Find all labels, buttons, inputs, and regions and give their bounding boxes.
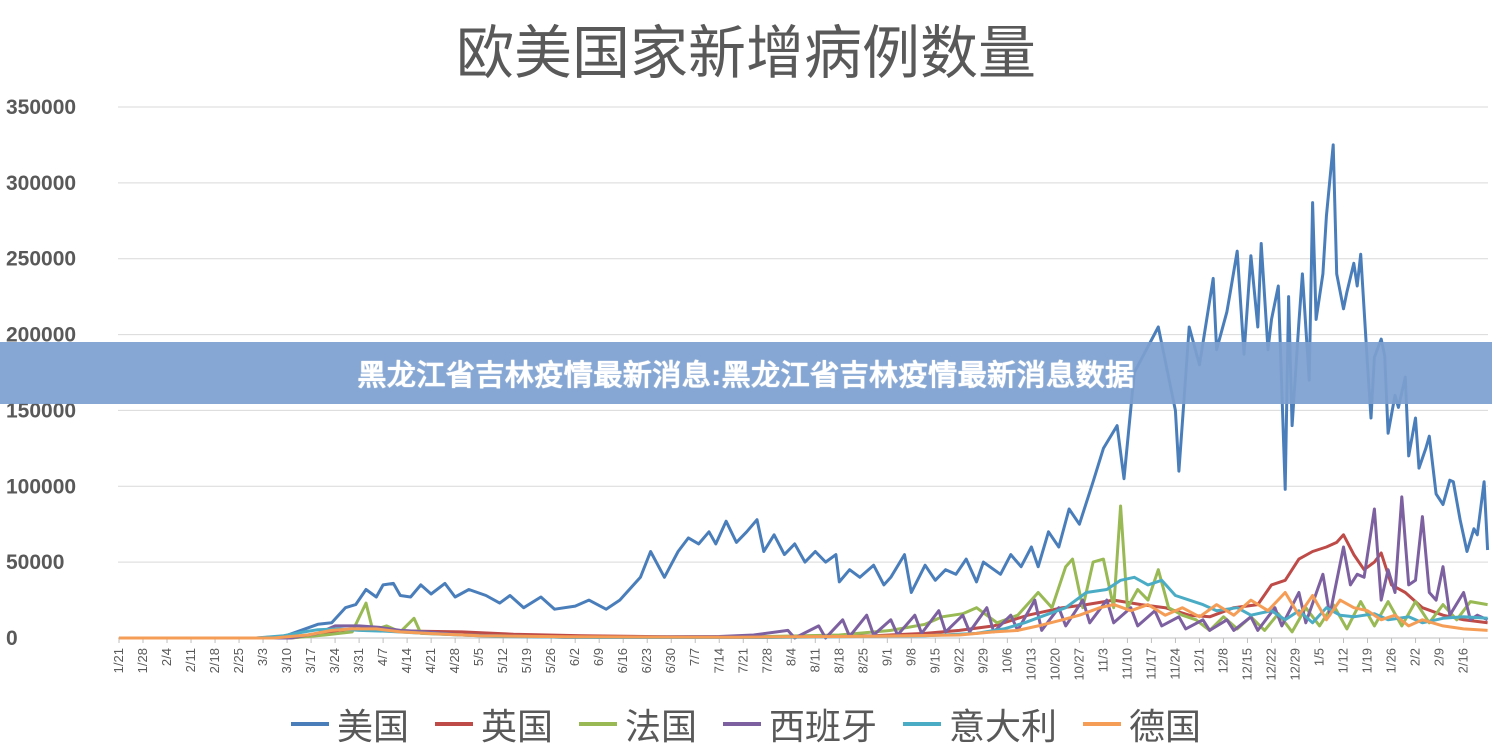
legend-label: 德国 xyxy=(1129,707,1202,748)
x-tick-label: 1/19 xyxy=(1360,648,1375,673)
x-tick-label: 11/10 xyxy=(1119,648,1134,680)
legend-label: 美国 xyxy=(336,707,409,748)
x-tick-label: 2/4 xyxy=(159,648,174,666)
x-tick-label: 4/28 xyxy=(447,648,462,673)
y-tick-label: 100000 xyxy=(6,475,76,498)
x-tick-label: 10/27 xyxy=(1071,648,1086,681)
x-tick-label: 5/19 xyxy=(519,648,534,673)
y-tick-label: 300000 xyxy=(6,172,76,195)
y-tick-label: 200000 xyxy=(6,324,76,347)
y-tick-label: 50000 xyxy=(6,551,64,574)
x-tick-label: 4/7 xyxy=(375,648,390,666)
x-tick-label: 9/1 xyxy=(879,648,894,666)
x-tick-label: 11/17 xyxy=(1143,648,1158,680)
series-line-德国 xyxy=(119,591,1488,640)
x-axis-ticks: 1/21 1/28 2/4 2/11 2/18 2/25 3/3 3/10 3/17 3/24 3/… xyxy=(111,638,1471,681)
legend-item: 美国 xyxy=(290,698,409,750)
x-tick-label: 10/6 xyxy=(999,648,1014,673)
x-tick-label: 1/12 xyxy=(1336,648,1351,673)
legend-item: 西班牙 xyxy=(723,698,877,750)
x-tick-label: 5/5 xyxy=(471,648,486,666)
x-tick-label: 8/25 xyxy=(855,648,870,673)
x-tick-label: 6/2 xyxy=(567,648,582,666)
legend-swatch xyxy=(1083,722,1122,726)
x-tick-label: 11/24 xyxy=(1167,648,1182,680)
x-tick-label: 2/25 xyxy=(231,648,246,673)
y-tick-label: 0 xyxy=(6,627,18,650)
x-tick-label: 10/13 xyxy=(1023,648,1038,681)
x-tick-label: 9/15 xyxy=(927,648,942,673)
x-tick-label: 3/10 xyxy=(279,648,294,673)
legend-swatch xyxy=(290,722,329,726)
x-tick-label: 1/5 xyxy=(1312,648,1327,666)
legend-label: 西班牙 xyxy=(769,707,878,748)
chart-title: 欧美国家新增病例数量 xyxy=(455,19,1036,87)
x-tick-label: 12/15 xyxy=(1239,648,1254,681)
x-tick-label: 9/8 xyxy=(903,648,918,666)
x-tick-label: 5/26 xyxy=(543,648,558,673)
legend-item: 德国 xyxy=(1083,698,1201,750)
x-tick-label: 2/16 xyxy=(1456,648,1471,673)
x-tick-label: 3/17 xyxy=(303,648,318,673)
x-tick-label: 4/14 xyxy=(399,648,414,673)
legend-item: 英国 xyxy=(434,698,553,750)
series-line-意大利 xyxy=(119,575,1488,640)
series-lines xyxy=(119,143,1490,640)
legend-swatch xyxy=(723,722,761,726)
x-tick-label: 4/21 xyxy=(423,648,438,673)
x-tick-label: 2/18 xyxy=(207,648,222,673)
legend-swatch xyxy=(434,722,473,726)
x-tick-label: 7/21 xyxy=(735,648,750,673)
x-tick-label: 2/2 xyxy=(1408,648,1423,666)
legend-label: 意大利 xyxy=(949,707,1058,748)
y-axis-ticks: 0 50000 100000 150000 200000 250000 300000 3500… xyxy=(6,96,76,650)
x-tick-label: 10/20 xyxy=(1047,648,1062,681)
x-tick-label: 12/8 xyxy=(1215,648,1230,673)
legend-item: 意大利 xyxy=(903,698,1057,750)
x-tick-label: 5/12 xyxy=(495,648,510,673)
headline-banner: 黑龙江省吉林疫情最新消息:黑龙江省吉林疫情最新消息数据 xyxy=(0,342,1492,404)
x-tick-label: 7/14 xyxy=(711,648,726,673)
x-tick-label: 3/24 xyxy=(327,648,342,673)
x-tick-label: 1/21 xyxy=(111,648,126,673)
x-tick-label: 7/28 xyxy=(759,648,774,673)
x-tick-label: 1/28 xyxy=(135,648,150,673)
x-tick-label: 12/22 xyxy=(1263,648,1278,681)
x-tick-label: 1/26 xyxy=(1384,648,1399,673)
x-tick-label: 2/11 xyxy=(183,648,198,672)
legend: 美国 英国 法国 西班牙 意大利 德国 xyxy=(0,698,1492,750)
series-line-英国 xyxy=(119,533,1488,640)
legend-label: 英国 xyxy=(480,707,553,748)
x-tick-label: 6/30 xyxy=(663,648,678,673)
x-tick-label: 3/3 xyxy=(255,648,270,666)
y-tick-label: 350000 xyxy=(6,96,76,119)
x-tick-label: 6/9 xyxy=(591,648,606,666)
x-tick-label: 6/23 xyxy=(639,648,654,673)
x-tick-label: 6/16 xyxy=(615,648,630,673)
x-tick-label: 12/1 xyxy=(1191,648,1206,673)
y-tick-label: 250000 xyxy=(6,248,76,271)
gridlines xyxy=(118,106,1488,639)
legend-swatch xyxy=(903,722,942,726)
legend-swatch xyxy=(578,722,617,726)
x-tick-label: 8/18 xyxy=(831,648,846,673)
legend-label: 法国 xyxy=(624,707,697,748)
x-tick-label: 2/9 xyxy=(1432,648,1447,666)
legend-item: 法国 xyxy=(578,698,697,750)
x-tick-label: 7/7 xyxy=(687,648,702,666)
x-tick-label: 8/11 xyxy=(807,648,822,672)
x-tick-label: 12/29 xyxy=(1287,648,1302,681)
x-tick-label: 8/4 xyxy=(783,648,798,666)
x-tick-label: 11/3 xyxy=(1095,648,1110,672)
y-tick-label: 150000 xyxy=(6,399,76,422)
x-tick-label: 3/31 xyxy=(351,648,366,673)
banner-text: 黑龙江省吉林疫情最新消息:黑龙江省吉林疫情最新消息数据 xyxy=(357,360,1135,392)
x-tick-label: 9/29 xyxy=(975,648,990,673)
x-tick-label: 9/22 xyxy=(951,648,966,673)
